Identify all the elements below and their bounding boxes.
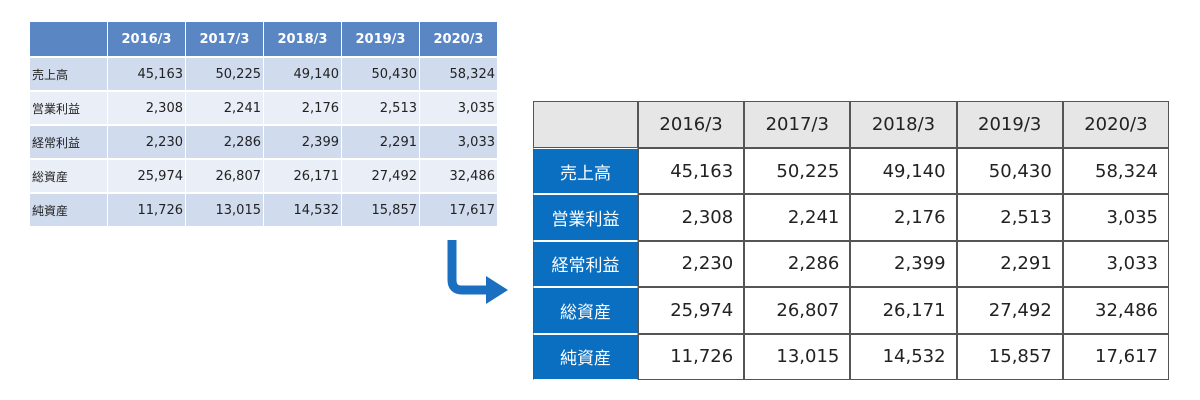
table-cell: 2,308 [108, 92, 186, 126]
table-cell: 2,176 [264, 92, 342, 126]
column-header: 2016/3 [108, 22, 186, 58]
table-cell: 50,225 [744, 148, 851, 195]
table-cell: 58,324 [1062, 148, 1169, 195]
table-cell: 27,492 [956, 287, 1063, 334]
table-cell: 50,430 [956, 148, 1063, 195]
table-cell: 2,399 [850, 240, 957, 288]
table-cell: 3,035 [420, 92, 498, 126]
table-cell: 49,140 [850, 148, 957, 195]
table-cell: 26,171 [850, 287, 957, 334]
column-header: 2019/3 [342, 22, 420, 58]
arrow-shaft [447, 240, 488, 295]
table-cell: 2,241 [744, 194, 851, 241]
table-cell: 2,230 [638, 240, 745, 288]
table-cell: 11,726 [638, 333, 745, 380]
row-label: 純資産 [30, 194, 108, 228]
table-cell: 25,974 [108, 160, 186, 194]
row-label: 売上高 [30, 58, 108, 92]
arrow [447, 240, 508, 304]
table-cell: 32,486 [1062, 287, 1169, 334]
table-cell: 26,807 [744, 287, 851, 334]
table-cell: 11,726 [108, 194, 186, 228]
table-cell: 49,140 [264, 58, 342, 92]
row-label: 総資産 [533, 287, 638, 334]
table-cell: 2,241 [186, 92, 264, 126]
table-cell: 25,974 [638, 287, 745, 334]
table-cell: 2,230 [108, 126, 186, 160]
table-cell: 45,163 [108, 58, 186, 92]
table-cell: 14,532 [264, 194, 342, 228]
corner-cell [30, 22, 108, 58]
column-header: 2017/3 [744, 101, 851, 148]
row-label: 売上高 [533, 148, 638, 195]
column-header: 2019/3 [956, 101, 1063, 148]
column-header: 2017/3 [186, 22, 264, 58]
column-header: 2018/3 [850, 101, 957, 148]
table-cell: 2,286 [744, 240, 851, 288]
table-cell: 2,399 [264, 126, 342, 160]
table-cell: 17,617 [1062, 333, 1169, 380]
row-label: 経常利益 [30, 126, 108, 160]
table-cell: 2,291 [956, 240, 1063, 288]
corner-cell [533, 101, 638, 148]
table-cell: 2,286 [186, 126, 264, 160]
table-cell: 2,176 [850, 194, 957, 241]
table-cell: 17,617 [420, 194, 498, 228]
row-label: 経常利益 [533, 240, 638, 288]
table-cell: 15,857 [956, 333, 1063, 380]
table-cell: 13,015 [186, 194, 264, 228]
table-cell: 2,513 [956, 194, 1063, 241]
table-cell: 3,035 [1062, 194, 1169, 241]
table-cell: 14,532 [850, 333, 957, 380]
column-header: 2018/3 [264, 22, 342, 58]
table-cell: 26,807 [186, 160, 264, 194]
table-cell: 3,033 [420, 126, 498, 160]
table-cell: 32,486 [420, 160, 498, 194]
table-cell: 45,163 [638, 148, 745, 195]
table-cell: 2,308 [638, 194, 745, 241]
column-header: 2020/3 [1062, 101, 1169, 148]
arrow-head [486, 276, 508, 304]
table-cell: 13,015 [744, 333, 851, 380]
table-cell: 2,513 [342, 92, 420, 126]
table-cell: 27,492 [342, 160, 420, 194]
row-label: 純資産 [533, 333, 638, 380]
column-header: 2016/3 [638, 101, 745, 148]
table-cell: 50,225 [186, 58, 264, 92]
table-cell: 26,171 [264, 160, 342, 194]
row-label: 総資産 [30, 160, 108, 194]
table-cell: 3,033 [1062, 240, 1169, 288]
table-cell: 15,857 [342, 194, 420, 228]
column-header: 2020/3 [420, 22, 498, 58]
table-cell: 2,291 [342, 126, 420, 160]
row-label: 営業利益 [533, 194, 638, 241]
table-cell: 58,324 [420, 58, 498, 92]
row-label: 営業利益 [30, 92, 108, 126]
table-cell: 50,430 [342, 58, 420, 92]
